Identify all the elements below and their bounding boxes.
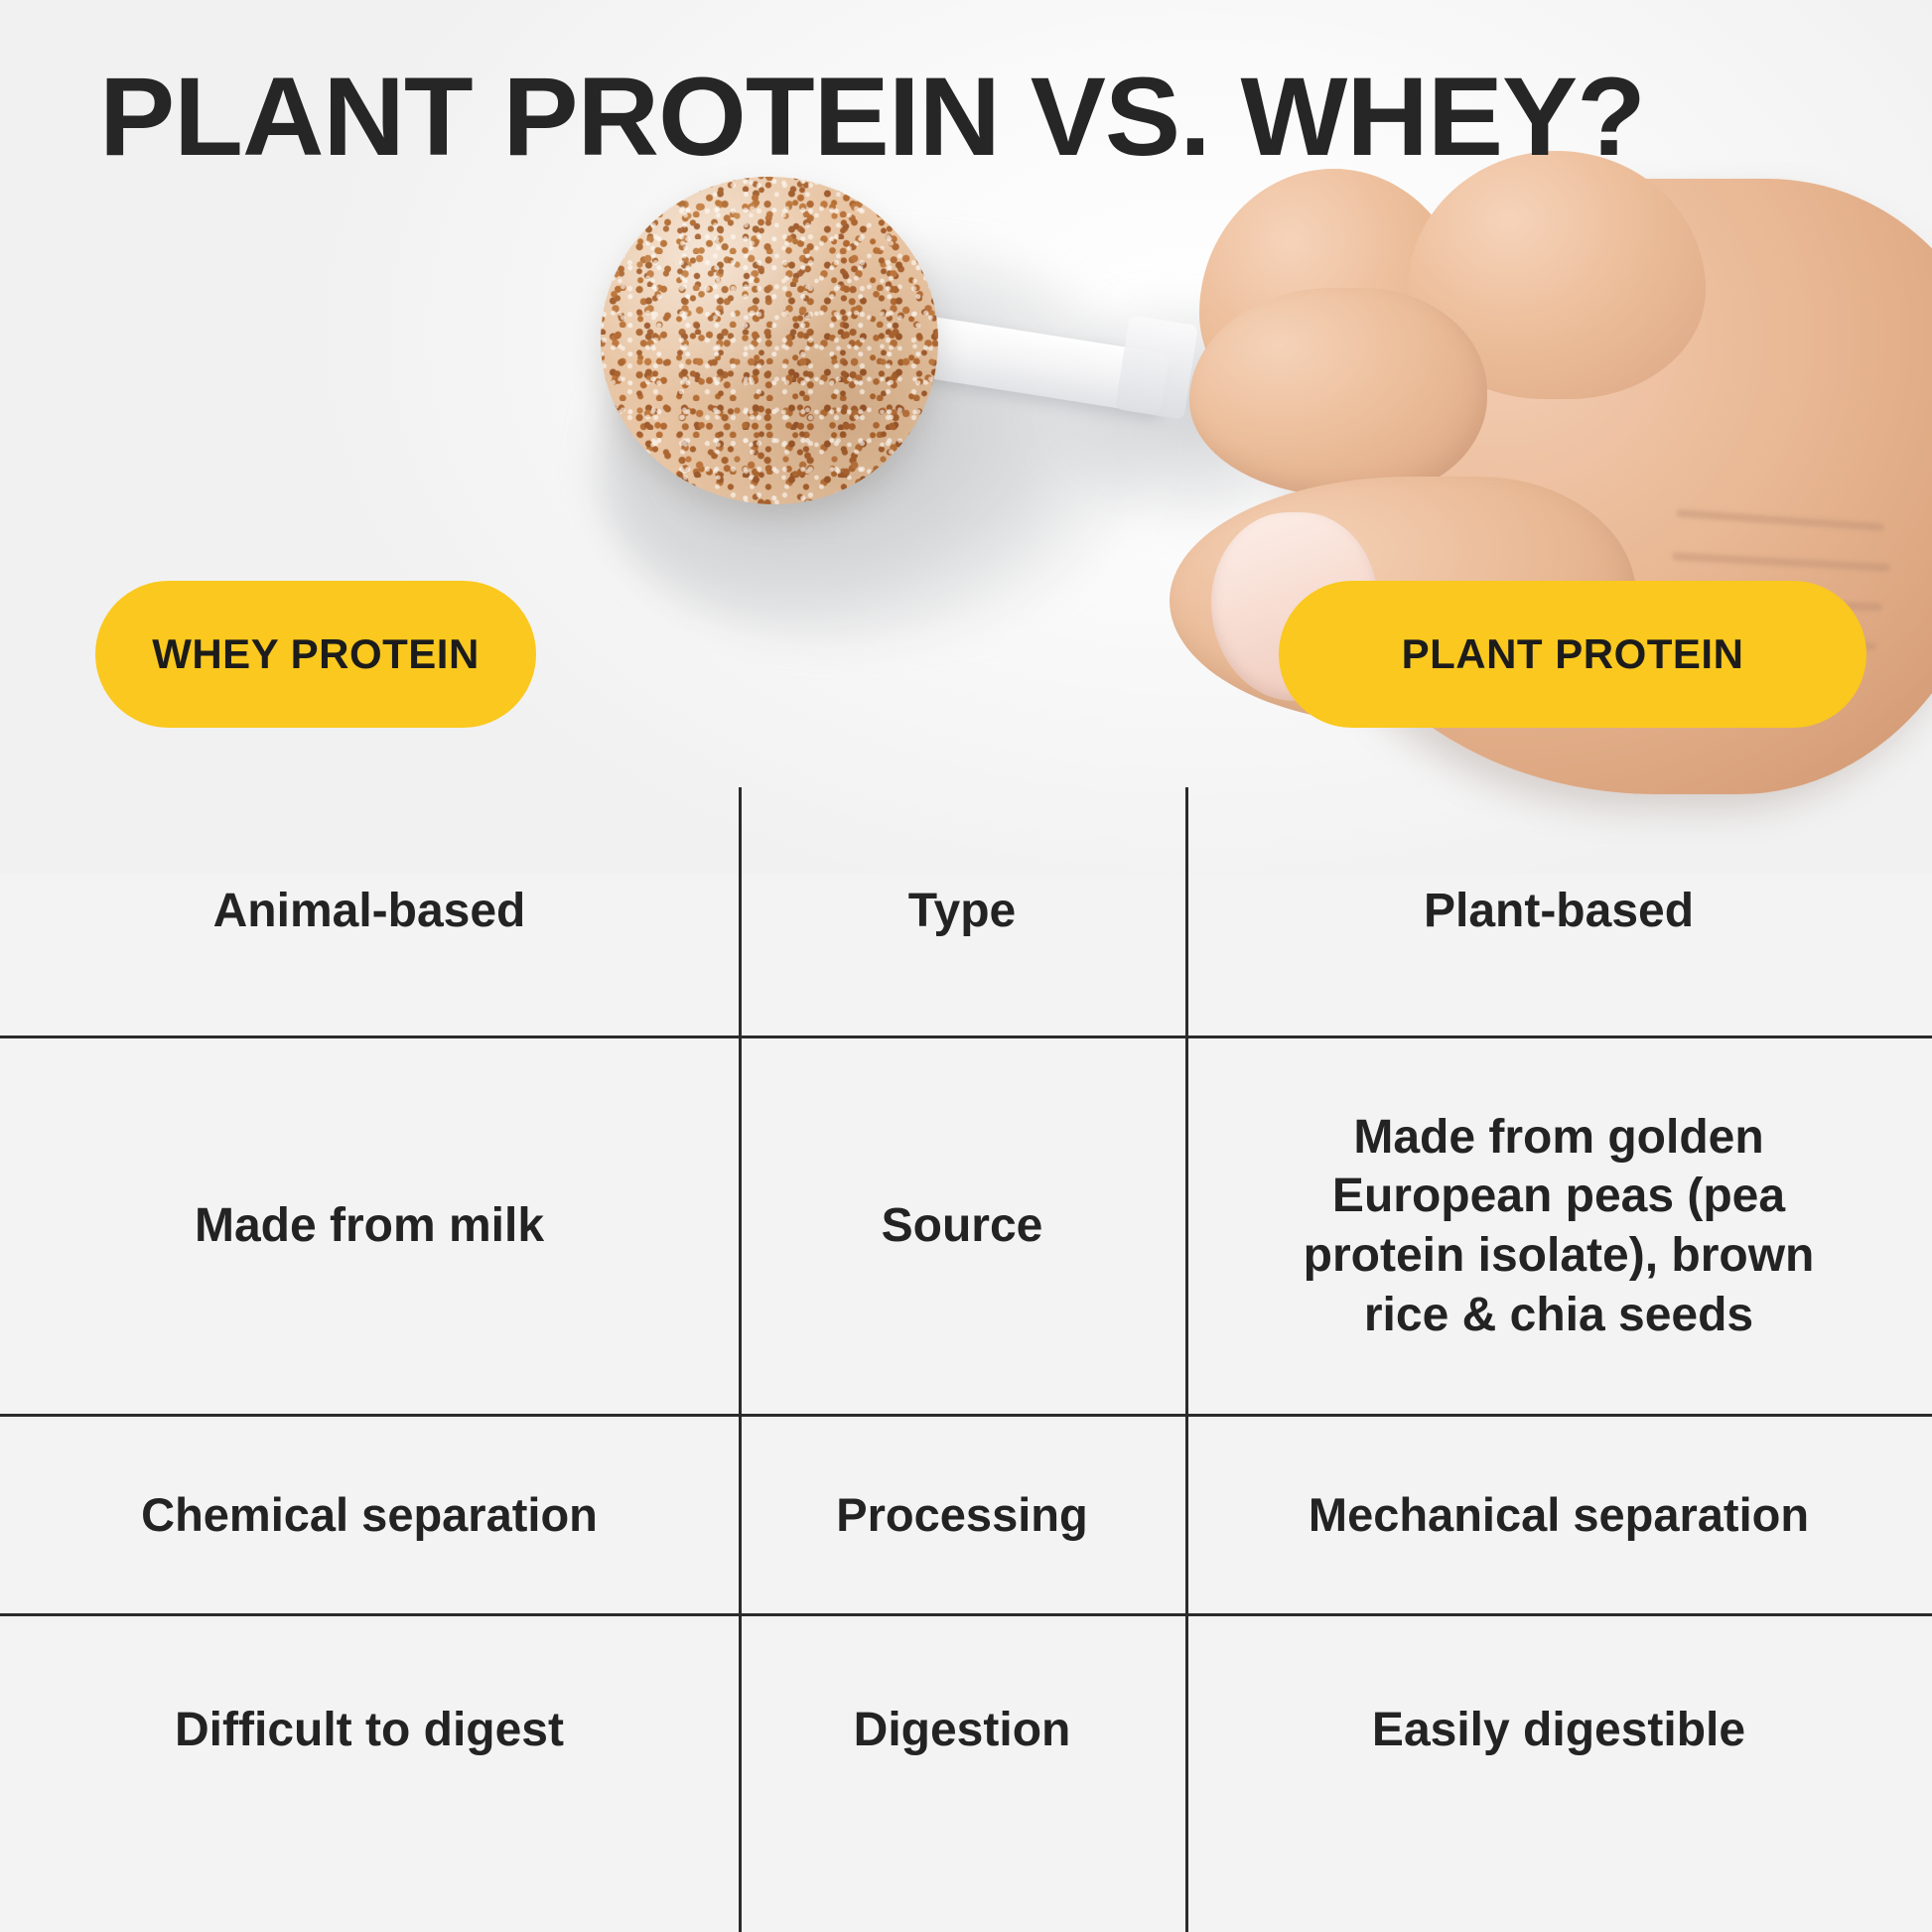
cell-whey: Chemical separation (0, 1417, 739, 1613)
column-divider-right (1185, 787, 1188, 1932)
cell-plant: Plant-based (1185, 787, 1932, 1035)
cell-plant: Easily digestible (1185, 1616, 1932, 1845)
cell-whey: Made from milk (0, 1038, 739, 1414)
cell-plant-text: Made from golden European peas (pea prot… (1303, 1110, 1815, 1341)
cell-attribute: Source (739, 1038, 1185, 1414)
index-finger (1189, 288, 1487, 496)
table-row: Made from milk Source Made from golden E… (0, 1038, 1932, 1414)
page-title: PLANT PROTEIN VS. WHEY? (99, 55, 1646, 179)
row-divider-3 (0, 1613, 1932, 1616)
table-row: Difficult to digest Digestion Easily dig… (0, 1616, 1932, 1845)
cell-attribute-text: Digestion (853, 1704, 1071, 1757)
cell-attribute: Type (739, 787, 1185, 1035)
cell-whey-text: Difficult to digest (175, 1704, 564, 1757)
cell-plant-text: Plant-based (1423, 885, 1695, 938)
table-row: Chemical separation Processing Mechanica… (0, 1417, 1932, 1613)
cell-plant-text: Easily digestible (1371, 1704, 1746, 1757)
cell-attribute-text: Processing (836, 1487, 1088, 1541)
table-row: Animal-based Type Plant-based (0, 787, 1932, 1035)
column-divider-left (739, 787, 742, 1932)
cell-attribute-text: Source (881, 1199, 1043, 1253)
plant-protein-pill[interactable]: PLANT PROTEIN (1279, 581, 1866, 728)
cell-whey: Difficult to digest (0, 1616, 739, 1845)
cell-whey-text: Made from milk (194, 1199, 545, 1253)
cell-attribute-text: Type (907, 885, 1017, 938)
hand-illustration (1160, 151, 1932, 804)
cell-plant: Mechanical separation (1185, 1417, 1932, 1613)
row-divider-2 (0, 1414, 1932, 1417)
plant-protein-pill-label: PLANT PROTEIN (1401, 630, 1744, 677)
cell-plant-text: Mechanical separation (1308, 1487, 1810, 1541)
row-divider-1 (0, 1035, 1932, 1038)
cell-whey: Animal-based (0, 787, 739, 1035)
cell-whey-text: Animal-based (212, 885, 526, 938)
protein-powder-scoop-icon (601, 177, 938, 504)
hero-photo (0, 0, 1932, 874)
cell-attribute: Digestion (739, 1616, 1185, 1845)
whey-protein-pill-label: WHEY PROTEIN (152, 630, 480, 677)
cell-whey-text: Chemical separation (141, 1487, 598, 1541)
cell-attribute: Processing (739, 1417, 1185, 1613)
whey-protein-pill[interactable]: WHEY PROTEIN (95, 581, 536, 728)
comparison-table: Animal-based Type Plant-based Made from … (0, 787, 1932, 1932)
cell-plant: Made from golden European peas (pea prot… (1185, 1038, 1932, 1414)
